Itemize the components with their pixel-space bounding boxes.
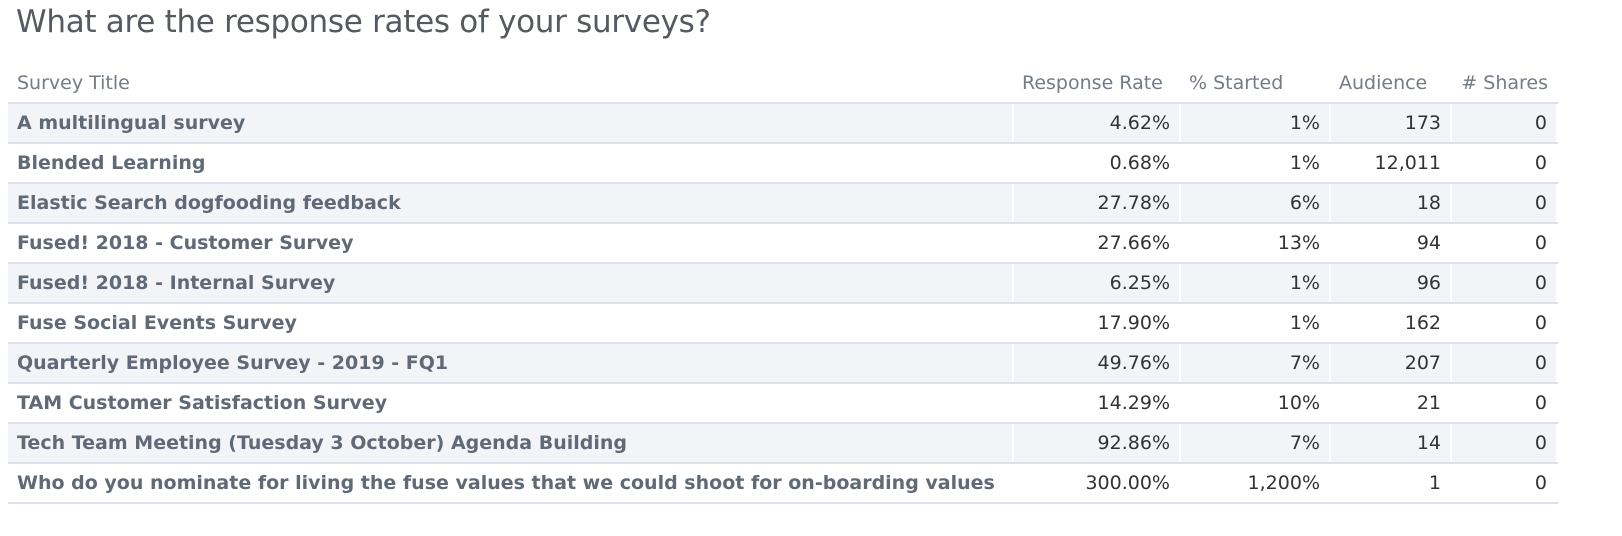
table-cell: 0 <box>1451 423 1558 464</box>
table-row: Elastic Search dogfooding feedback 27.78%… <box>8 183 1558 224</box>
table-cell: 4.62% <box>1013 103 1181 144</box>
column-header: Response Rate <box>1013 64 1180 104</box>
table-row: TAM Customer Satisfaction Survey 14.29% 10… <box>8 383 1558 424</box>
column-header: % Started <box>1180 64 1330 104</box>
table-cell: 300.00% <box>1013 463 1181 504</box>
table-row: Tech Team Meeting (Tuesday 3 October) Ag… <box>8 423 1558 464</box>
table-row: Quarterly Employee Survey - 2019 - FQ1 49… <box>8 343 1558 384</box>
table-cell: 1% <box>1180 103 1331 144</box>
table-cell: 173 <box>1330 103 1452 144</box>
table-cell: 1% <box>1180 263 1331 304</box>
column-header: Audience <box>1330 64 1451 104</box>
table-row: Fused! 2018 - Customer Survey 27.66% 13% 94… <box>8 223 1558 264</box>
table-cell: 0 <box>1451 303 1558 344</box>
page-title: What are the response rates of your surv… <box>16 4 711 40</box>
table-cell: 94 <box>1330 223 1452 264</box>
table-cell: 1% <box>1180 303 1331 344</box>
table-cell: 7% <box>1180 423 1331 464</box>
table-cell: 27.78% <box>1013 183 1181 224</box>
table-row: Who do you nominate for living the fuse … <box>8 463 1558 504</box>
survey-title: Who do you nominate for living the fuse … <box>8 463 1014 504</box>
table-cell: 1 <box>1330 463 1452 504</box>
table-cell: 0 <box>1451 103 1558 144</box>
table-body: A multilingual survey 4.62% 1% 173 0 Blended … <box>8 103 1558 504</box>
survey-title: Blended Learning <box>8 143 1014 184</box>
table-cell: 27.66% <box>1013 223 1181 264</box>
survey-title: Fused! 2018 - Internal Survey <box>8 263 1014 304</box>
table-row: Fuse Social Events Survey 17.90% 1% 162 0 <box>8 303 1558 344</box>
survey-title: Quarterly Employee Survey - 2019 - FQ1 <box>8 343 1014 384</box>
table-cell: 14.29% <box>1013 383 1181 424</box>
survey-title: Fused! 2018 - Customer Survey <box>8 223 1014 264</box>
column-header: # Shares <box>1451 64 1557 104</box>
table-cell: 0 <box>1451 143 1558 184</box>
survey-title: A multilingual survey <box>8 103 1014 144</box>
table-cell: 13% <box>1180 223 1331 264</box>
survey-title: Fuse Social Events Survey <box>8 303 1014 344</box>
table-cell: 96 <box>1330 263 1452 304</box>
table-cell: 6.25% <box>1013 263 1181 304</box>
survey-table: Survey Title Response Rate% Started Audien… <box>8 64 1558 504</box>
table-cell: 12,011 <box>1330 143 1452 184</box>
table-cell: 1,200% <box>1180 463 1331 504</box>
table-cell: 21 <box>1330 383 1452 424</box>
table-row: Fused! 2018 - Internal Survey 6.25% 1% 96 0 <box>8 263 1558 304</box>
table-row: Blended Learning 0.68% 1% 12,011 0 <box>8 143 1558 184</box>
header-row: Survey Title Response Rate% Started Audien… <box>8 64 1557 104</box>
table-cell: 14 <box>1330 423 1452 464</box>
table-cell: 0 <box>1451 263 1558 304</box>
table-cell: 0 <box>1451 343 1558 384</box>
table-cell: 0 <box>1451 223 1558 264</box>
table-cell: 162 <box>1330 303 1452 344</box>
table-cell: 207 <box>1330 343 1452 384</box>
table-cell: 92.86% <box>1013 423 1181 464</box>
column-header: Survey Title <box>8 64 1013 104</box>
table-cell: 0.68% <box>1013 143 1181 184</box>
table-cell: 0 <box>1451 463 1558 504</box>
table-cell: 6% <box>1180 183 1331 224</box>
table-cell: 10% <box>1180 383 1331 424</box>
table-cell: 49.76% <box>1013 343 1181 384</box>
table-cell: 7% <box>1180 343 1331 384</box>
table-cell: 0 <box>1451 383 1558 424</box>
table-row: A multilingual survey 4.62% 1% 173 0 <box>8 103 1558 144</box>
table-cell: 18 <box>1330 183 1452 224</box>
table-cell: 1% <box>1180 143 1331 184</box>
table-cell: 17.90% <box>1013 303 1181 344</box>
survey-title: Tech Team Meeting (Tuesday 3 October) Ag… <box>8 423 1014 464</box>
survey-title: Elastic Search dogfooding feedback <box>8 183 1014 224</box>
table-cell: 0 <box>1451 183 1558 224</box>
survey-title: TAM Customer Satisfaction Survey <box>8 383 1014 424</box>
